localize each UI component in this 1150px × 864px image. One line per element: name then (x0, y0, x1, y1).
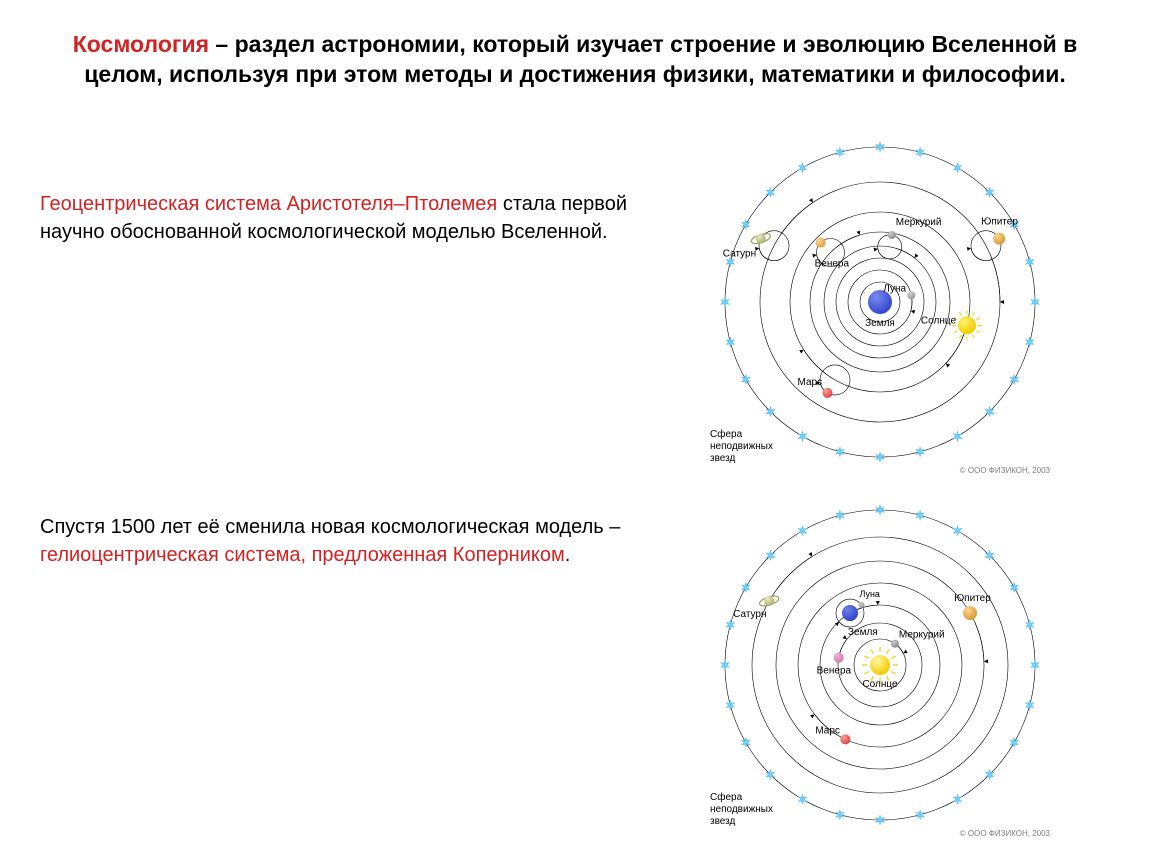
svg-text:© ООО ФИЗИКОН, 2003: © ООО ФИЗИКОН, 2003 (960, 466, 1051, 475)
svg-text:Марс: Марс (815, 725, 840, 736)
svg-text:Меркурий: Меркурий (899, 630, 945, 641)
svg-text:неподвижных: неподвижных (710, 441, 773, 452)
para2-red: гелиоцентрическая система, предложенная … (40, 544, 565, 566)
geocentric-diagram: Земля Луна Меркурий Венера Солнце Марс Юпитер С… (700, 137, 1060, 477)
title-rest: – раздел астрономии, который изучает стр… (84, 31, 1077, 87)
paragraph-geocentric: Геоцентрическая система Аристотеля–Птоле… (40, 190, 630, 246)
svg-text:Сатурн: Сатурн (733, 609, 766, 620)
svg-text:Луна: Луна (859, 589, 879, 599)
para1-red: Геоцентрическая система Аристотеля–Птоле… (40, 193, 497, 215)
para2-pre: Спустя 1500 лет её сменила новая космоло… (40, 516, 620, 538)
svg-text:© ООО ФИЗИКОН, 2003: © ООО ФИЗИКОН, 2003 (960, 829, 1051, 838)
svg-text:Солнце: Солнце (921, 315, 957, 326)
svg-text:Меркурий: Меркурий (896, 217, 942, 228)
svg-text:звезд: звезд (710, 453, 735, 464)
svg-text:Земля: Земля (865, 318, 895, 329)
svg-text:Марс: Марс (798, 377, 823, 388)
page-title: Космология – раздел астрономии, который … (40, 30, 1110, 90)
svg-text:Сфера: Сфера (710, 791, 743, 803)
svg-text:Сатурн: Сатурн (723, 249, 756, 260)
page: Космология – раздел астрономии, который … (0, 0, 1150, 864)
paragraph-heliocentric: Спустя 1500 лет её сменила новая космоло… (40, 513, 630, 569)
svg-text:звезд: звезд (710, 816, 735, 827)
svg-text:Луна: Луна (883, 283, 906, 294)
para2-post: . (565, 544, 571, 566)
title-highlight: Космология (73, 31, 209, 57)
svg-text:Юпитер: Юпитер (981, 217, 1018, 228)
svg-text:Венера: Венера (815, 259, 850, 270)
svg-text:Сфера: Сфера (710, 428, 743, 440)
svg-text:Юпитер: Юпитер (954, 593, 991, 604)
svg-text:Солнце: Солнце (862, 679, 898, 690)
svg-text:неподвижных: неподвижных (710, 804, 773, 815)
svg-text:Венера: Венера (817, 666, 852, 677)
heliocentric-diagram: Солнце Меркурий Венера Луна Земля Марс Юпитер С… (700, 500, 1060, 840)
svg-text:Земля: Земля (848, 627, 878, 638)
